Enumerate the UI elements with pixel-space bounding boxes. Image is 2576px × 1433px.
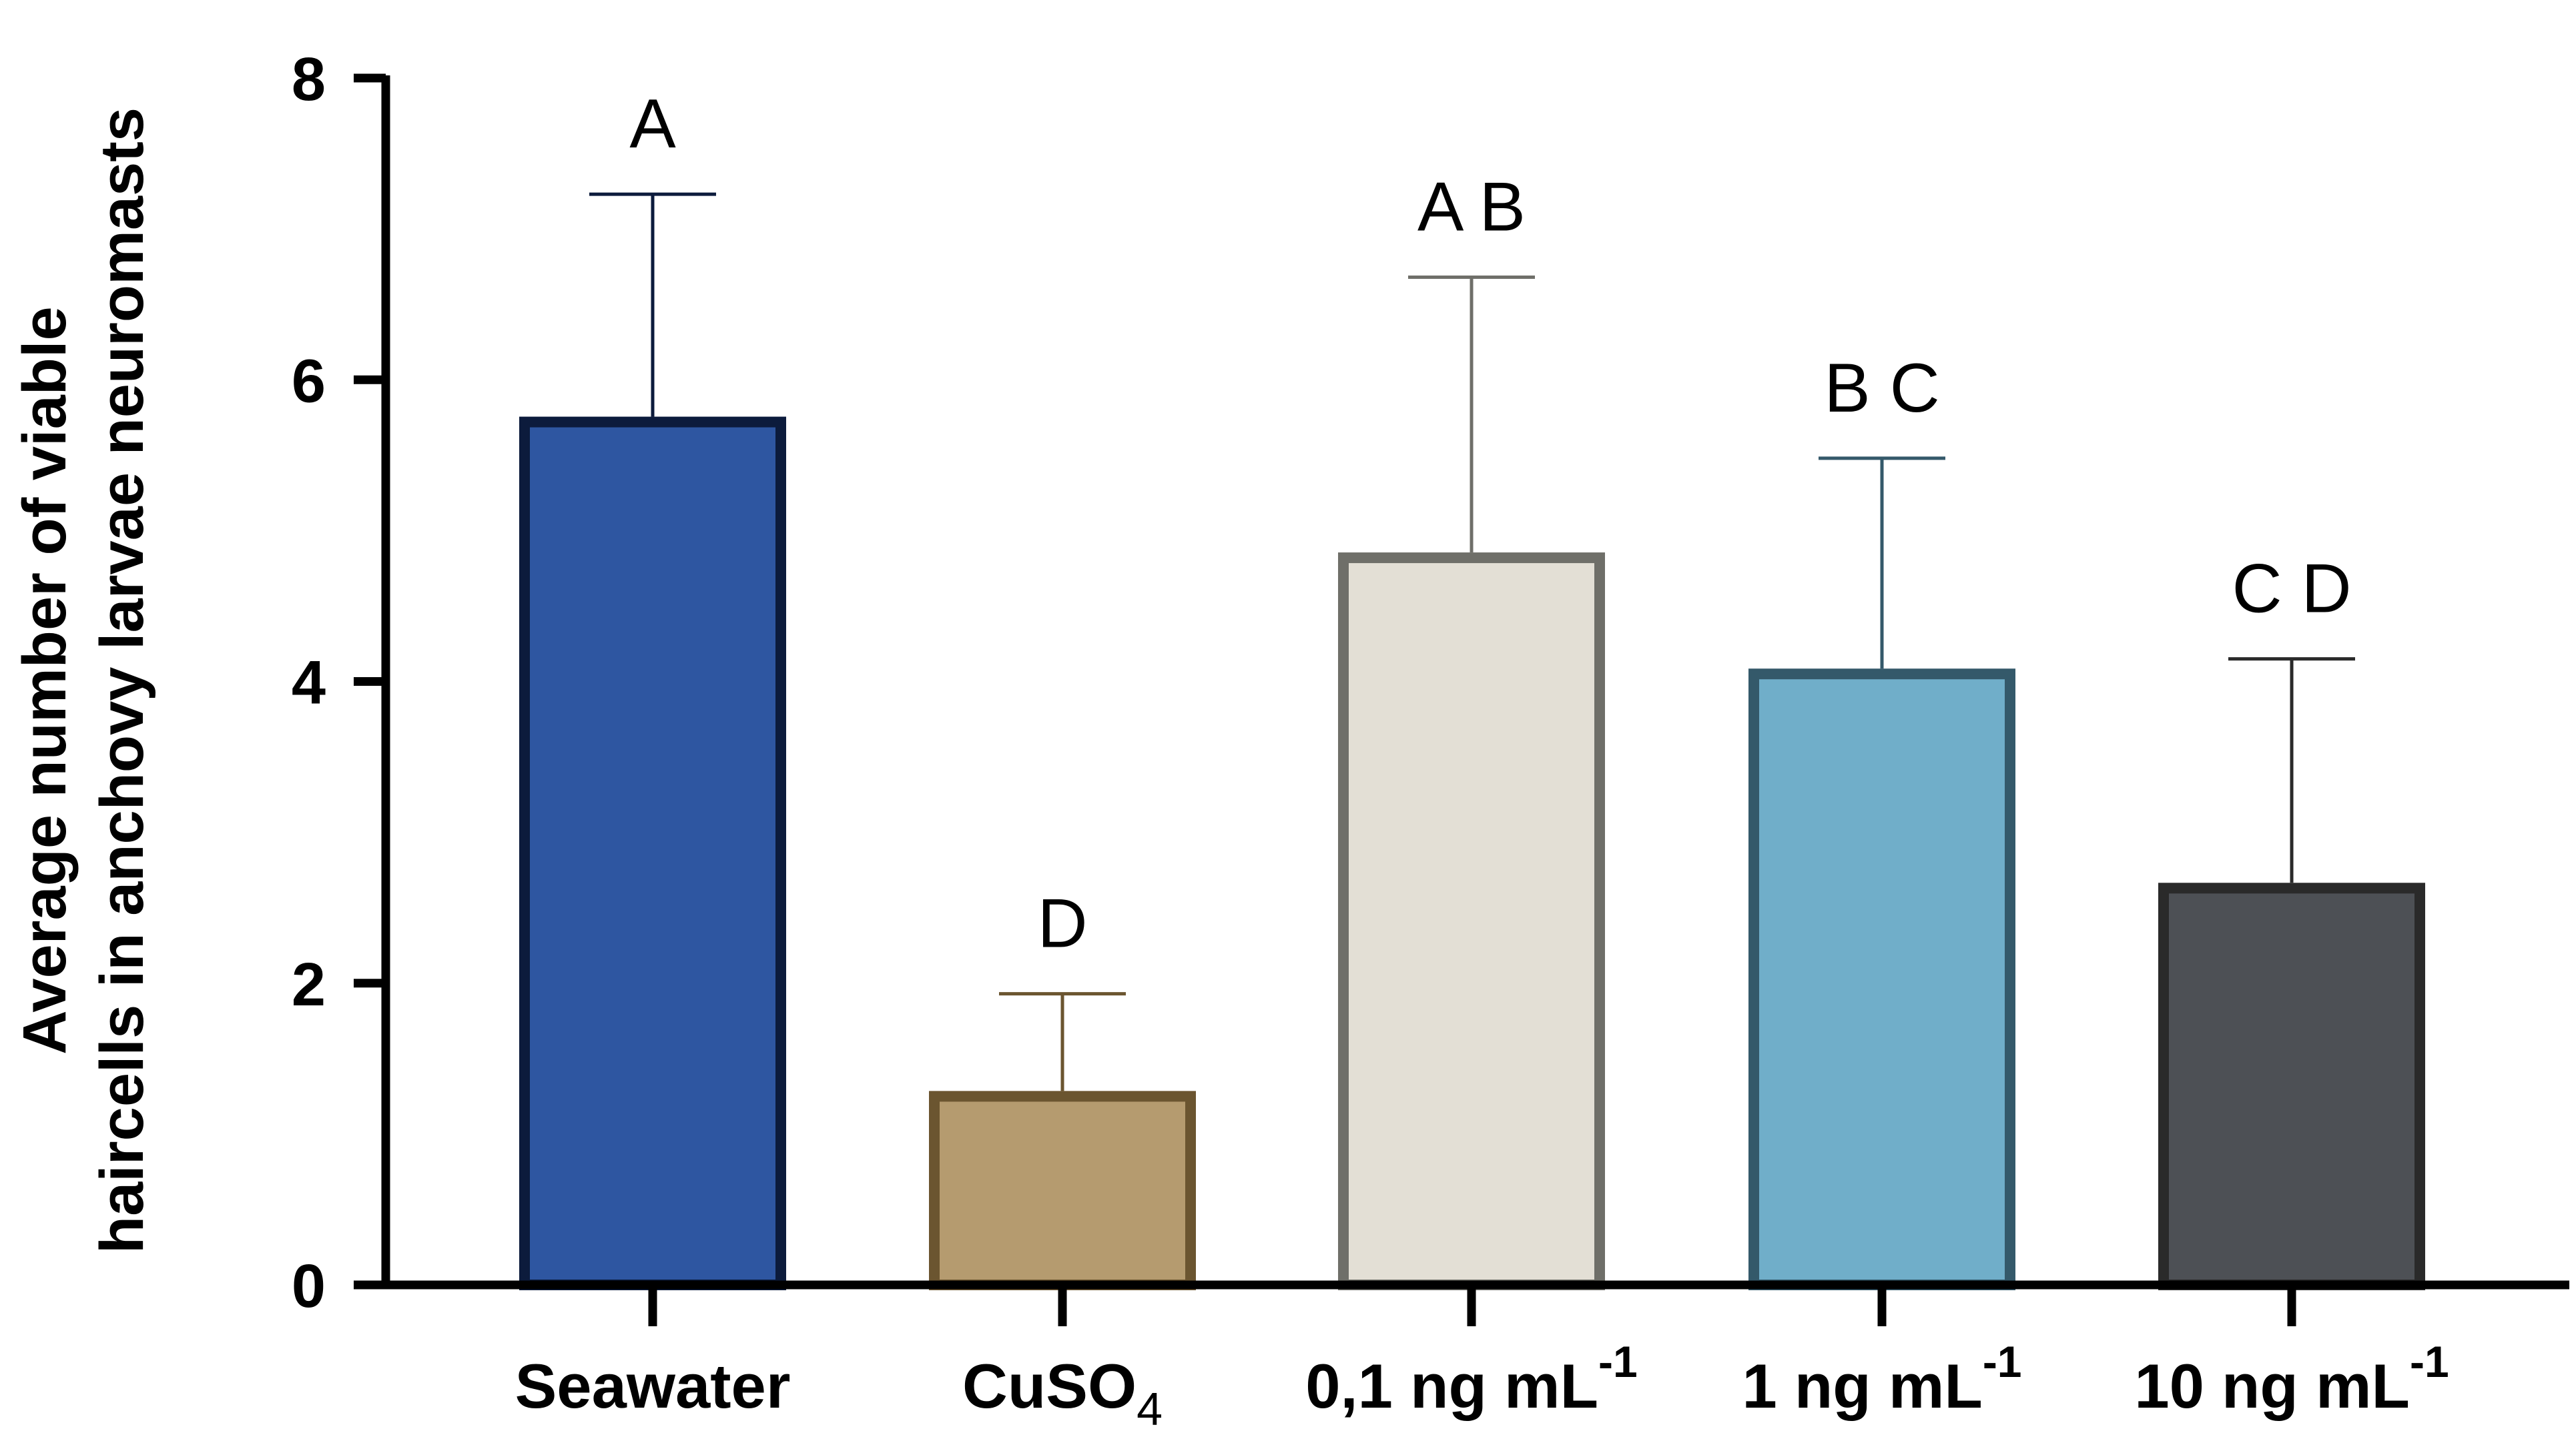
bar-2 bbox=[929, 1091, 1196, 1290]
x-tick-label-text-1: Seawater bbox=[515, 1351, 791, 1421]
x-tick-label-text-5: 10 ng mL bbox=[2134, 1351, 2410, 1421]
x-tick-label-superscript-3: -1 bbox=[1598, 1337, 1638, 1386]
x-tick-label-5: 10 ng mL-1 bbox=[2134, 1337, 2449, 1421]
x-tick-label-2: CuSO4 bbox=[962, 1351, 1163, 1433]
x-tick-label-text-2: CuSO bbox=[962, 1351, 1137, 1421]
x-tick-label-subscript-2: 4 bbox=[1137, 1383, 1163, 1433]
x-tick-label-3: 0,1 ng mL-1 bbox=[1305, 1337, 1637, 1421]
x-tick-label-text-3: 0,1 ng mL bbox=[1305, 1351, 1598, 1421]
error-bar-5 bbox=[2228, 657, 2355, 883]
error-bar-1 bbox=[589, 192, 716, 417]
x-tick-label-text-4: 1 ng mL bbox=[1742, 1351, 1982, 1421]
x-tick-label-superscript-4: -1 bbox=[1983, 1337, 2022, 1386]
bar-3 bbox=[1338, 552, 1605, 1290]
significance-label-2: D bbox=[1037, 885, 1087, 963]
error-bar-2 bbox=[999, 992, 1126, 1091]
bar-4 bbox=[1748, 668, 2015, 1290]
significance-label-1: A bbox=[629, 85, 676, 163]
bars bbox=[519, 416, 2425, 1291]
error-bars bbox=[589, 192, 2355, 1091]
y-tick-label-6: 6 bbox=[292, 347, 326, 415]
bar-5 bbox=[2158, 883, 2425, 1290]
y-tick-label-2: 2 bbox=[292, 951, 326, 1019]
y-axis-title-line-2: haircells in anchovy larvae neuromasts bbox=[88, 107, 156, 1254]
x-tick-labels: Seawater CuSO4 0,1 ng mL-1 1 ng mL-1 10 ng m… bbox=[515, 1285, 2449, 1433]
y-axis-title: Average number of viable haircells in anc… bbox=[11, 107, 156, 1254]
significance-label-4: B C bbox=[1824, 350, 1939, 427]
significance-label-3: A B bbox=[1417, 168, 1526, 246]
y-ticks: 0 2 4 6 8 bbox=[292, 45, 386, 1320]
x-tick-label-4: 1 ng mL-1 bbox=[1742, 1337, 2021, 1421]
error-bar-3 bbox=[1408, 275, 1535, 553]
error-bar-4 bbox=[1819, 456, 1945, 669]
y-axis-title-line-1: Average number of viable bbox=[11, 306, 79, 1054]
y-tick-label-8: 8 bbox=[292, 45, 326, 113]
significance-label-5: C D bbox=[2232, 550, 2351, 628]
x-tick-label-1: Seawater bbox=[515, 1351, 791, 1421]
x-tick-label-superscript-5: -1 bbox=[2410, 1337, 2449, 1386]
bar-1 bbox=[519, 416, 786, 1291]
y-tick-label-4: 4 bbox=[292, 649, 326, 717]
y-tick-label-0: 0 bbox=[292, 1252, 326, 1320]
significance-letters: A D A B B C C D bbox=[629, 85, 2351, 962]
